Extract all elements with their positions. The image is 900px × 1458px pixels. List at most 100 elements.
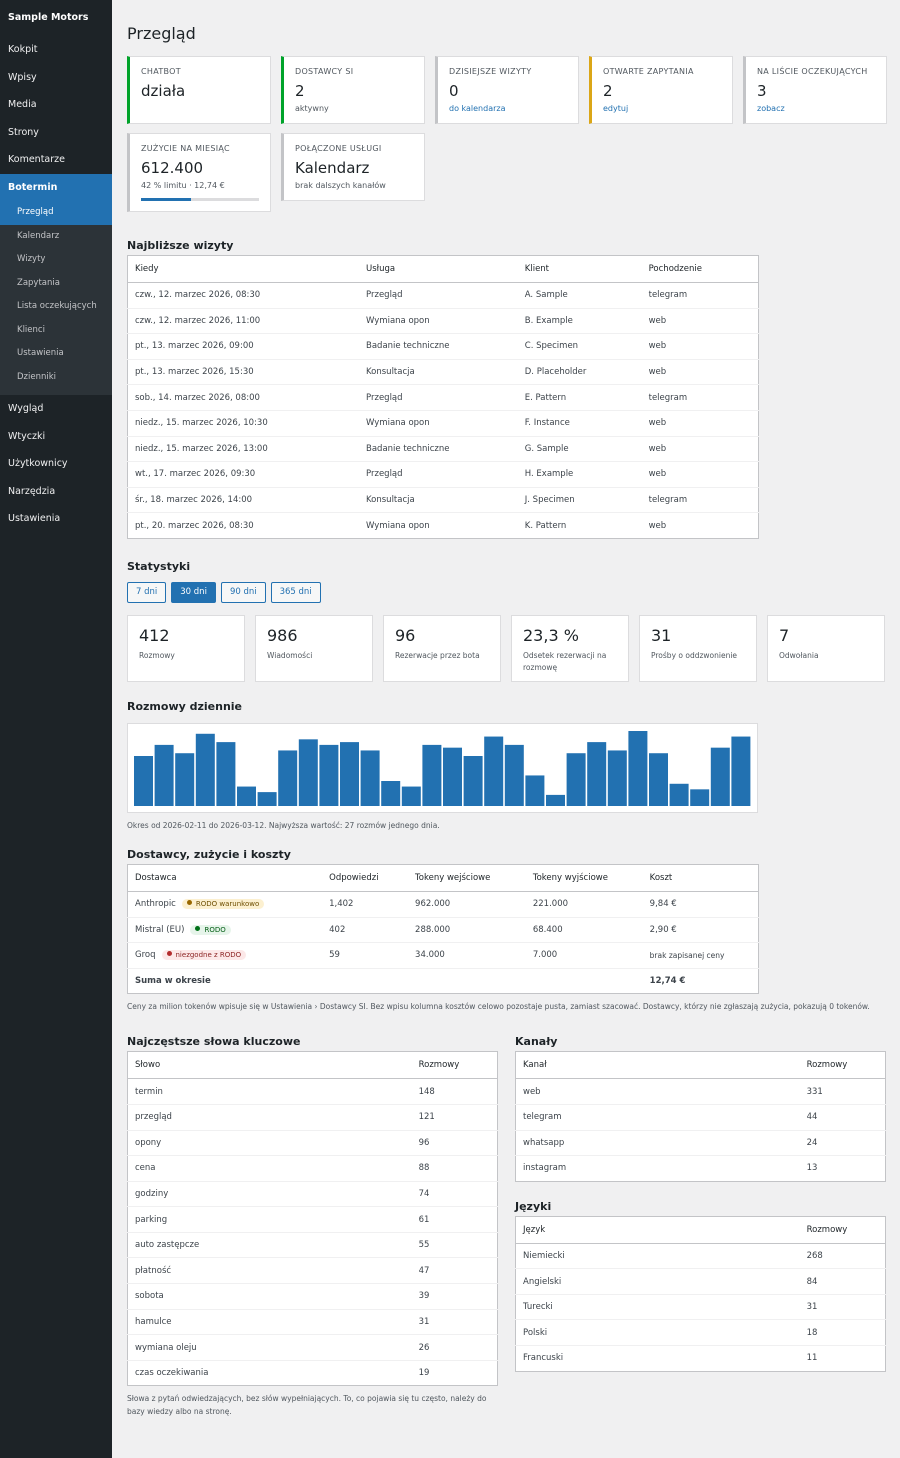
provider-name: Anthropic: [135, 899, 176, 910]
submenu-item[interactable]: Klienci: [17, 324, 45, 335]
bar: [607, 750, 627, 806]
submenu-item[interactable]: Przegląd: [0, 201, 112, 225]
cell: 24: [799, 1130, 886, 1157]
bar: [154, 744, 174, 806]
submenu-item[interactable]: Ustawienia: [17, 348, 64, 358]
cell: pt., 20. marzec 2026, 08:30: [135, 520, 254, 531]
row: Niemiecki 268: [515, 1243, 886, 1270]
cell: 121: [411, 1104, 498, 1131]
row: hamulce 31: [127, 1309, 498, 1336]
cell: A. Sample: [517, 282, 642, 309]
row: parking 61: [127, 1206, 498, 1233]
bar: [298, 739, 318, 806]
provider-name: Mistral (EU): [135, 924, 185, 935]
stat-label: Rezerwacje przez bota: [395, 650, 480, 660]
menu-item[interactable]: Media: [8, 99, 37, 110]
bar: [216, 742, 236, 806]
badge-text: niezgodne z RODO: [175, 951, 242, 960]
cell: 19: [418, 1368, 430, 1379]
cell: [525, 967, 643, 994]
bar: [669, 783, 689, 806]
row: niedz., 15. marzec 2026, 13:00 Badanie te…: [127, 436, 759, 463]
section-title: Statystyki: [127, 559, 191, 573]
cell: Groq niezgodne z RODO: [127, 942, 323, 969]
bar: [401, 786, 421, 806]
submenu-item[interactable]: Dzienniki: [17, 371, 57, 382]
menu-item[interactable]: Ustawienia: [8, 513, 61, 524]
row: godziny 74: [127, 1181, 498, 1208]
brand: Sample Motors: [8, 12, 89, 23]
submenu-item[interactable]: Lista oczekujących: [17, 301, 97, 311]
submenu-item[interactable]: Wizyty: [17, 254, 46, 264]
card-value: 0: [449, 82, 459, 100]
cell: 47: [411, 1257, 498, 1285]
column-header: Tokeny wyjściowe: [525, 864, 643, 892]
badge: niezgodne z RODO: [161, 950, 247, 961]
column-header: Rozmowy: [799, 1216, 886, 1244]
menu-item[interactable]: Strony: [8, 126, 39, 138]
bar: [175, 753, 195, 806]
cell: whatsapp: [515, 1130, 800, 1157]
menu-item[interactable]: Wpisy: [8, 71, 37, 83]
column-header: Rozmowy: [799, 1051, 886, 1080]
range-button[interactable]: 30 dni: [171, 581, 216, 603]
cell: Badanie techniczne: [359, 436, 518, 463]
card-value: 2: [295, 82, 305, 100]
stat-value: 31: [651, 625, 672, 645]
cell: niedz., 15. marzec 2026, 13:00: [127, 436, 360, 463]
row: cena 88: [127, 1155, 498, 1182]
providers-table: Dostawca Odpowiedzi Tokeny wejściowe Tokeny…: [127, 863, 759, 995]
cell: 962.000: [408, 891, 526, 918]
cell: 34.000: [408, 942, 526, 969]
stat-label: Odwołania: [779, 650, 819, 660]
table: Kiedy Usługa Klient Pochodzenie czw., 12. ma…: [127, 255, 759, 539]
menu-item[interactable]: Narzędzia: [8, 485, 56, 497]
cell: czas oczekiwania: [135, 1368, 209, 1379]
menu-item[interactable]: Kokpit: [8, 44, 38, 55]
menu-item[interactable]: Komentarze: [8, 154, 65, 165]
cell: wymiana oleju: [127, 1334, 412, 1361]
cell: Wymiana opon: [359, 410, 518, 437]
submenu-item[interactable]: Kalendarz: [17, 230, 60, 241]
row: termin 148: [127, 1078, 498, 1105]
chart-box: [127, 722, 758, 813]
cell: C. Specimen: [517, 333, 642, 360]
range-button[interactable]: 7 dni: [127, 581, 167, 603]
menu-item[interactable]: Wygląd: [8, 403, 44, 414]
range-button[interactable]: 365 dni: [270, 581, 321, 603]
submenu-item[interactable]: Zapytania: [17, 277, 60, 288]
card-link[interactable]: edytuj: [603, 104, 629, 113]
row: pt., 13. marzec 2026, 09:00 Badanie techn…: [127, 333, 759, 360]
column-header: Język: [515, 1216, 800, 1244]
total-cost: 12,74 €: [642, 967, 759, 994]
row: Mistral (EU) RODO 402 288.000 68.400 2,90 €: [127, 917, 759, 944]
cell: J. Specimen: [517, 487, 642, 514]
total-label: Suma w okresie: [127, 967, 323, 994]
badge-text: RODO warunkowo: [195, 900, 260, 909]
menu-item-active[interactable]: Botermin: [0, 173, 112, 201]
card-link[interactable]: do kalendarza: [449, 104, 506, 113]
status-card: ZUŻYCIE NA MIESIĄC 612.400 42 % limitu · 1…: [127, 133, 271, 212]
cell: 31: [799, 1294, 886, 1321]
cell: web: [641, 333, 759, 360]
range-button[interactable]: 90 dni: [220, 581, 266, 603]
row: niedz., 15. marzec 2026, 10:30 Wymiana op…: [127, 410, 759, 437]
table: Słowo Rozmowy termin 148 przegląd 121 opony 96 c…: [127, 1051, 498, 1387]
bar: [484, 736, 504, 806]
cell: pt., 13. marzec 2026, 15:30: [127, 359, 360, 386]
header-row: Kanał Rozmowy: [515, 1051, 886, 1080]
menu-item[interactable]: Wtyczki: [8, 430, 46, 442]
cell: telegram: [515, 1104, 800, 1131]
bar: [525, 775, 545, 806]
section: Najbliższe wizyty Kiedy Usługa Klient Pochod…: [127, 239, 887, 539]
range-buttons: 7 dni 30 dni 90 dni 365 dni: [127, 581, 887, 603]
row: web 331: [515, 1078, 886, 1105]
cell: Francuski: [523, 1353, 564, 1364]
card-link[interactable]: zobacz: [757, 104, 785, 113]
section: Statystyki 7 dni 30 dni 90 dni 365 dni 412 Roz…: [127, 560, 887, 682]
card-label: DZISIEJSZE WIZYTY: [449, 67, 532, 76]
cell: D. Placeholder: [517, 359, 642, 386]
menu-item[interactable]: Użytkownicy: [8, 458, 68, 469]
cell: godziny: [127, 1181, 412, 1208]
row: czw., 12. marzec 2026, 11:00 Wymiana opon…: [127, 308, 759, 335]
